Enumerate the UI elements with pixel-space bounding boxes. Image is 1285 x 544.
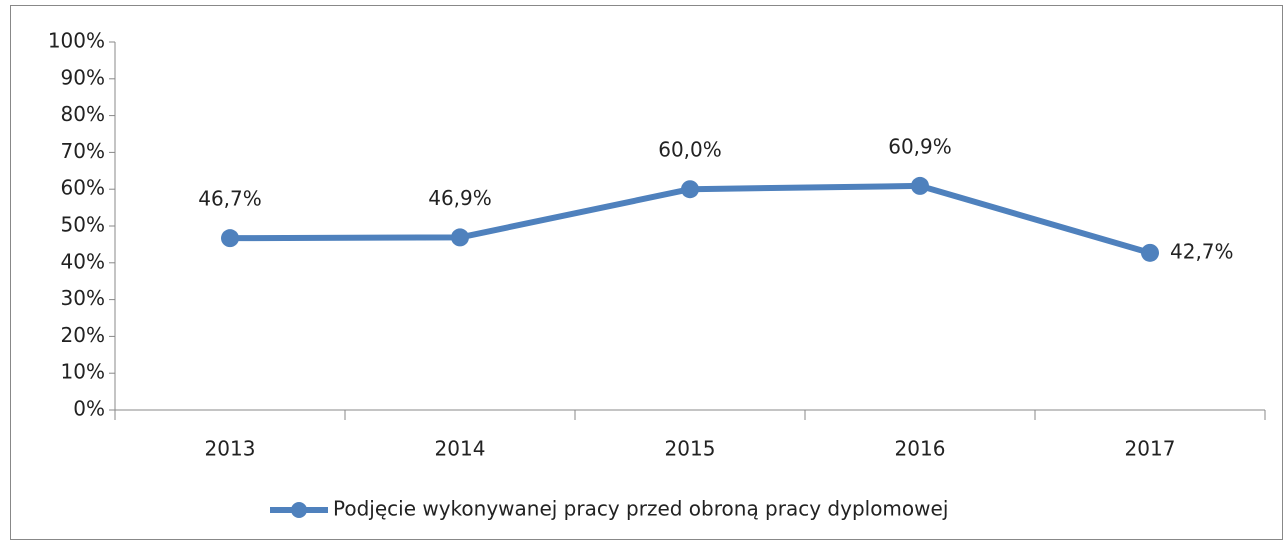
x-tick-label: 2016 <box>895 437 946 461</box>
x-tick-label: 2013 <box>205 437 256 461</box>
chart-border <box>10 5 1283 540</box>
y-tick-label: 10% <box>61 360 105 384</box>
legend-label: Podjęcie wykonywanej pracy przed obroną … <box>333 497 948 521</box>
data-label: 60,9% <box>888 134 952 158</box>
y-tick-label: 20% <box>61 323 105 347</box>
data-label: 46,7% <box>198 187 262 211</box>
y-tick-label: 80% <box>61 102 105 126</box>
data-label: 46,9% <box>428 186 492 210</box>
data-label: 42,7% <box>1170 239 1234 263</box>
data-point <box>451 228 469 247</box>
legend-marker <box>291 502 307 518</box>
data-point <box>911 176 929 195</box>
x-tick-label: 2015 <box>665 437 716 461</box>
y-tick-label: 50% <box>61 213 105 237</box>
x-tick-label: 2014 <box>435 437 486 461</box>
y-tick-label: 60% <box>61 176 105 200</box>
data-label: 60,0% <box>658 138 722 162</box>
x-tick-label: 2017 <box>1125 437 1176 461</box>
y-tick-label: 30% <box>61 286 105 310</box>
y-tick-label: 90% <box>61 65 105 89</box>
y-tick-label: 100% <box>48 29 105 53</box>
data-point <box>221 229 239 248</box>
data-point <box>681 180 699 199</box>
y-tick-label: 40% <box>61 249 105 273</box>
y-tick-label: 70% <box>61 139 105 163</box>
y-tick-label: 0% <box>73 397 105 421</box>
data-point <box>1141 243 1159 262</box>
